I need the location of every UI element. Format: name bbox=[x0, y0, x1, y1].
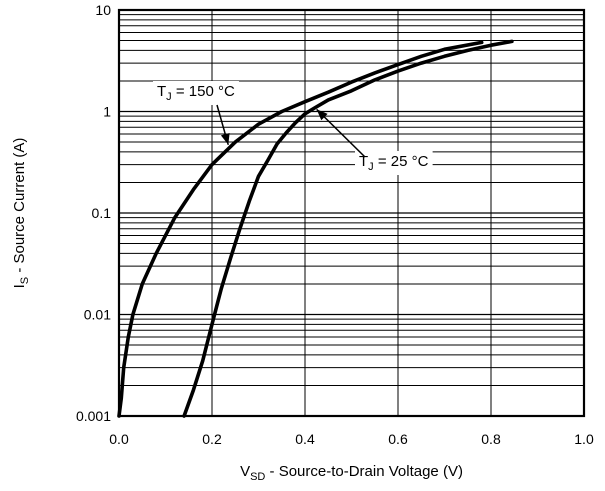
annotation-150-arrowhead bbox=[220, 133, 230, 145]
x-tick-label: 0.8 bbox=[481, 431, 501, 447]
x-axis-label: VSD - Source-to-Drain Voltage (V) bbox=[240, 463, 463, 483]
series-line-1 bbox=[182, 39, 514, 418]
x-tick-label: 0.2 bbox=[202, 431, 222, 447]
y-tick-label: 10 bbox=[95, 2, 111, 18]
y-axis-label-sub: S bbox=[19, 277, 31, 284]
series-line-0 bbox=[117, 40, 484, 418]
x-tick-label: 0.0 bbox=[109, 431, 129, 447]
x-tick-label: 0.4 bbox=[295, 431, 315, 447]
annotation-150-background bbox=[153, 81, 239, 105]
y-tick-label: 0.01 bbox=[84, 307, 111, 323]
x-tick-label: 1.0 bbox=[574, 431, 594, 447]
ticks: 0.0 0.2 0.4 0.6 0.8 1.0 0.001 0.01 0.1 1 10 bbox=[76, 2, 594, 447]
y-axis-label-main: I bbox=[11, 284, 28, 288]
annotations: TJ = 150 °C TJ = 25 °C bbox=[153, 81, 433, 175]
annotation-150-rest: = 150 °C bbox=[172, 83, 235, 100]
annotation-25-sub: J bbox=[368, 161, 374, 173]
annotation-25-arrow bbox=[316, 108, 366, 158]
annotation-25: TJ = 25 °C bbox=[359, 153, 429, 173]
y-axis-label: IS - Source Current (A) bbox=[11, 138, 31, 289]
annotation-150-sub: J bbox=[166, 91, 172, 103]
x-tick-label: 0.6 bbox=[388, 431, 408, 447]
annotation-150: TJ = 150 °C bbox=[157, 83, 235, 103]
y-tick-label: 0.1 bbox=[92, 205, 112, 221]
x-axis-label-rest: - Source-to-Drain Voltage (V) bbox=[265, 463, 463, 480]
x-axis-label-sub: SD bbox=[250, 471, 265, 483]
annotation-25-rest: = 25 °C bbox=[374, 153, 429, 170]
annotation-150-main: T bbox=[157, 83, 166, 100]
annotation-25-arrowhead bbox=[316, 109, 328, 121]
annotation-25-background bbox=[355, 151, 433, 175]
grid bbox=[119, 10, 584, 417]
y-tick-label: 0.001 bbox=[76, 408, 111, 424]
series-lines bbox=[117, 39, 514, 418]
x-axis-label-main: V bbox=[240, 463, 250, 480]
annotation-25-main: T bbox=[359, 153, 368, 170]
plot-frame bbox=[117, 8, 586, 418]
y-tick-label: 1 bbox=[103, 104, 111, 120]
y-axis-label-rest: - Source Current (A) bbox=[11, 138, 28, 277]
